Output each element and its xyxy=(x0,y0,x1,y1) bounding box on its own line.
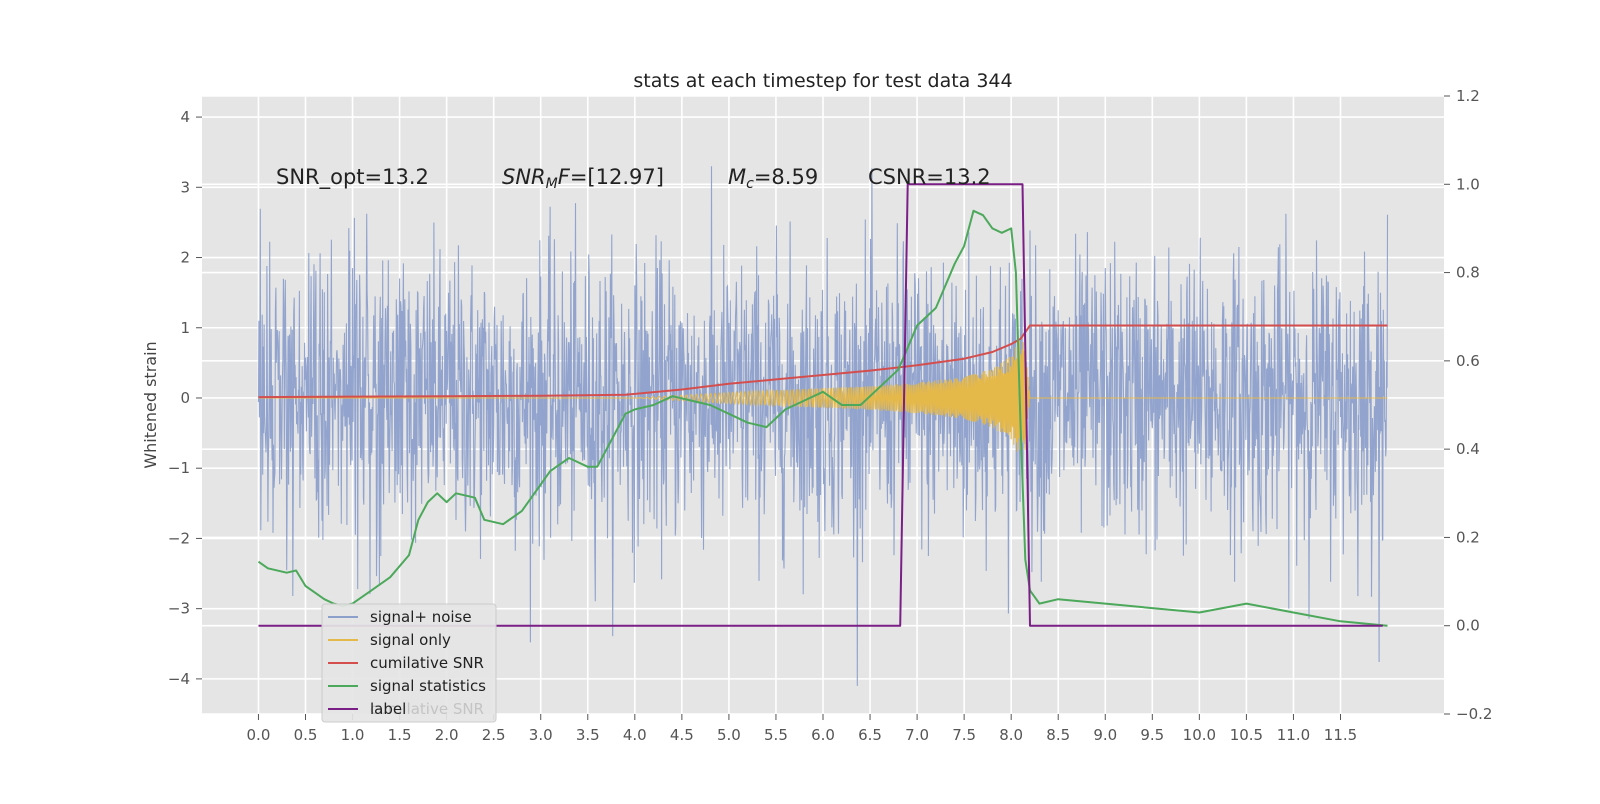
y-right-tick-label: −0.2 xyxy=(1456,705,1492,723)
legend-label-signal-statistics: signal statistics xyxy=(370,677,486,695)
x-tick-label: 9.0 xyxy=(1093,726,1117,744)
signal-only-layer xyxy=(258,340,1388,457)
signal-only-line xyxy=(258,340,1388,457)
y-right-tick-label: 1.0 xyxy=(1456,175,1480,193)
signal-noise-line xyxy=(257,166,1389,686)
annotation-snr-opt: SNR_opt=13.2 xyxy=(276,165,429,190)
mc-sub: c xyxy=(746,176,754,192)
x-tick-label: 9.5 xyxy=(1140,726,1164,744)
legend-label-signal-only: signal only xyxy=(370,631,451,649)
x-tick-label: 11.0 xyxy=(1277,726,1310,744)
y-left-tick-label: −3 xyxy=(168,600,190,618)
chart-title: stats at each timestep for test data 344 xyxy=(633,70,1012,92)
snr-mf-value: =[12.97] xyxy=(570,165,664,189)
snr-mf-var2: F xyxy=(558,165,571,189)
snr-mf-sub: M xyxy=(546,176,558,192)
x-tick-label: 0.5 xyxy=(294,726,318,744)
x-tick-label: 3.5 xyxy=(576,726,600,744)
x-tick-label: 5.5 xyxy=(764,726,788,744)
legend-label-signal-noise: signal+ noise xyxy=(370,608,472,626)
legend-items: signal+ noise signal only cumilative SNR si… xyxy=(328,608,486,718)
legend-label-label: label xyxy=(370,700,406,718)
x-tick-label: 4.0 xyxy=(623,726,647,744)
y-left-tick-label: −2 xyxy=(168,529,190,547)
y-left-tick-label: 1 xyxy=(180,319,190,337)
annotation-csnr: CSNR=13.2 xyxy=(868,165,991,189)
x-tick-label: 8.0 xyxy=(999,726,1023,744)
y-left-tick-label: −4 xyxy=(168,670,190,688)
y-right-tick-label: 0.0 xyxy=(1456,617,1480,635)
legend: cumilative SNR signal+ noise signal only c… xyxy=(321,603,497,723)
legend-label-cumilative-snr: cumilative SNR xyxy=(370,654,484,672)
y-axis-label: Whitened strain xyxy=(141,341,160,468)
x-tick-label: 7.0 xyxy=(905,726,929,744)
x-tick-label: 10.0 xyxy=(1183,726,1216,744)
y-left-tick-label: 4 xyxy=(180,108,190,126)
x-tick-label: 1.0 xyxy=(341,726,365,744)
legend-box xyxy=(321,603,497,723)
y-right-tick-label: 0.4 xyxy=(1456,440,1480,458)
y-left-tick-label: 2 xyxy=(180,249,190,267)
y-left-tick-label: 0 xyxy=(180,389,190,407)
x-tick-label: 0.0 xyxy=(247,726,271,744)
x-tick-label: 2.5 xyxy=(482,726,506,744)
y-left-tick-label: 3 xyxy=(180,178,190,196)
axes-layer: 0.0 0.5 1.0 1.5 2.0 2.5 3.0 3.5 4.0 4.5 5.0 5.5 6.0 6… xyxy=(168,87,1493,744)
y-right-tick-label: 0.8 xyxy=(1456,264,1480,282)
label-line xyxy=(258,183,1383,627)
x-tick-label: 10.5 xyxy=(1230,726,1263,744)
signal-statistics-line xyxy=(257,209,1388,627)
cumilative-snr-line xyxy=(258,324,1388,399)
annotation-snr-mf: SNRMF=[12.97] xyxy=(502,165,664,192)
snr-mf-var: SNR xyxy=(502,165,546,189)
y-right-tick-label: 0.6 xyxy=(1456,352,1480,370)
x-tick-label: 1.5 xyxy=(388,726,412,744)
x-tick-label: 11.5 xyxy=(1324,726,1357,744)
x-tick-label: 2.0 xyxy=(435,726,459,744)
signal-noise-layer xyxy=(257,166,1389,686)
x-tick-label: 3.0 xyxy=(529,726,553,744)
lines-layer xyxy=(257,183,1388,627)
legend-ghost-text: cumilative SNR xyxy=(370,700,484,718)
mc-value: =8.59 xyxy=(754,165,818,189)
mc-var: M xyxy=(728,165,746,189)
x-tick-label: 6.0 xyxy=(811,726,835,744)
y-right-tick-label: 0.2 xyxy=(1456,528,1480,546)
x-tick-label: 8.5 xyxy=(1046,726,1070,744)
x-tick-label: 5.0 xyxy=(717,726,741,744)
x-tick-label: 6.5 xyxy=(858,726,882,744)
y-right-tick-label: 1.2 xyxy=(1456,87,1480,105)
annotation-mc: Mc=8.59 xyxy=(728,165,818,192)
x-tick-label: 7.5 xyxy=(952,726,976,744)
y-left-tick-label: −1 xyxy=(168,459,190,477)
x-tick-label: 4.5 xyxy=(670,726,694,744)
